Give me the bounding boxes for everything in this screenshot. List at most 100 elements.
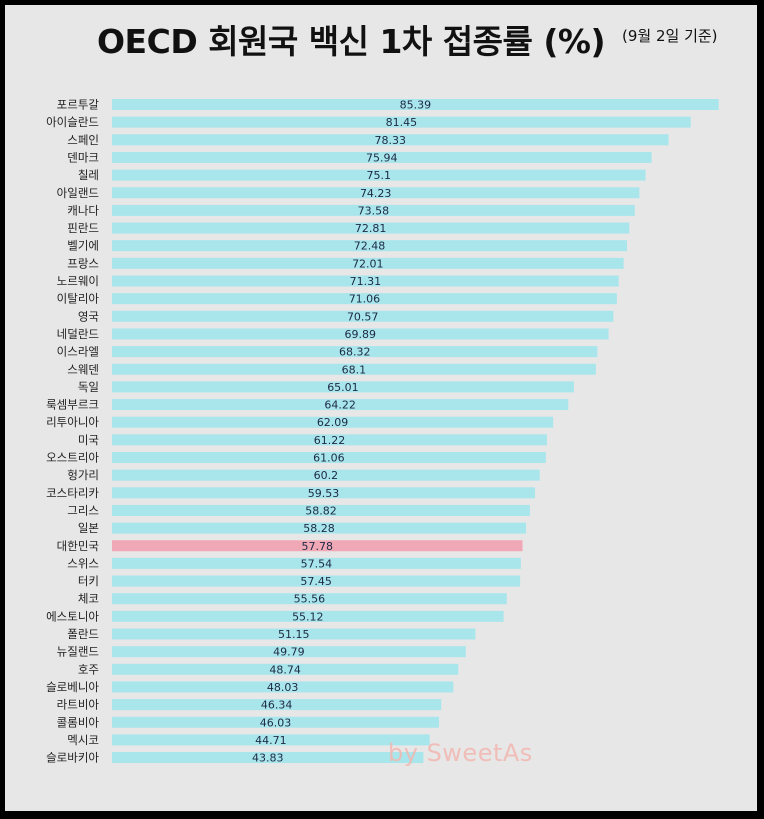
value-label: 44.71 bbox=[255, 734, 287, 747]
bar bbox=[112, 434, 547, 446]
watermark-text: by SweetAs bbox=[388, 739, 533, 767]
category-label: 그리스 bbox=[67, 503, 99, 517]
bar bbox=[112, 204, 635, 216]
value-label: 55.12 bbox=[292, 610, 324, 623]
value-label: 81.45 bbox=[386, 116, 418, 129]
bar bbox=[112, 646, 466, 658]
value-label: 49.79 bbox=[273, 646, 305, 659]
value-label: 75.94 bbox=[366, 151, 398, 164]
category-label: 스페인 bbox=[67, 133, 99, 147]
value-label: 58.82 bbox=[305, 504, 337, 517]
bar bbox=[112, 381, 574, 393]
bar bbox=[112, 293, 617, 305]
category-label: 대한민국 bbox=[57, 539, 99, 553]
category-label: 프랑스 bbox=[67, 256, 99, 270]
value-label: 57.78 bbox=[302, 540, 334, 553]
bar bbox=[112, 187, 640, 199]
value-label: 48.74 bbox=[269, 663, 301, 676]
bar bbox=[112, 663, 459, 675]
bar bbox=[112, 134, 669, 146]
bar bbox=[112, 399, 569, 411]
value-label: 65.01 bbox=[327, 381, 359, 394]
category-label: 캐나다 bbox=[67, 203, 99, 217]
bar bbox=[112, 699, 442, 711]
value-label: 73.58 bbox=[358, 204, 390, 217]
bar bbox=[112, 575, 521, 587]
value-label: 59.53 bbox=[308, 487, 340, 500]
category-label: 포르투갈 bbox=[57, 98, 100, 112]
category-label: 미국 bbox=[78, 433, 99, 447]
value-label: 75.1 bbox=[367, 169, 392, 182]
bar bbox=[112, 257, 624, 269]
value-label: 43.83 bbox=[252, 752, 284, 765]
category-label: 리투아니아 bbox=[46, 415, 99, 429]
value-label: 69.89 bbox=[345, 328, 377, 341]
category-label: 핀란드 bbox=[67, 221, 99, 235]
bar bbox=[112, 275, 619, 287]
value-label: 85.39 bbox=[400, 99, 432, 112]
value-label: 60.2 bbox=[314, 469, 339, 482]
chart-panel: OECD 회원국 백신 1차 접종률 (%) (9월 2일 기준) 포르투갈 85… bbox=[5, 5, 757, 811]
bar bbox=[112, 487, 535, 499]
category-label: 체코 bbox=[78, 592, 99, 606]
category-label: 이탈리아 bbox=[57, 292, 100, 306]
title-area: OECD 회원국 백신 1차 접종률 (%) (9월 2일 기준) bbox=[5, 11, 757, 61]
category-label: 스웨덴 bbox=[67, 362, 99, 376]
category-label: 스위스 bbox=[67, 556, 99, 570]
value-label: 48.03 bbox=[267, 681, 299, 694]
value-label: 72.01 bbox=[352, 257, 384, 270]
bar bbox=[112, 169, 646, 181]
bar bbox=[112, 522, 527, 534]
value-label: 46.03 bbox=[260, 716, 292, 729]
bar bbox=[112, 557, 521, 569]
bar bbox=[112, 416, 554, 428]
value-label: 71.06 bbox=[349, 293, 381, 306]
bar bbox=[112, 310, 614, 322]
category-label: 콜롬비아 bbox=[57, 715, 100, 729]
bar bbox=[112, 628, 476, 640]
value-label: 70.57 bbox=[347, 310, 379, 323]
category-label: 멕시코 bbox=[67, 733, 99, 747]
bar bbox=[112, 99, 719, 110]
bar bbox=[112, 240, 627, 252]
bar bbox=[112, 222, 630, 234]
category-label: 슬로베니아 bbox=[46, 680, 99, 694]
category-label: 호주 bbox=[78, 662, 99, 676]
bar bbox=[112, 593, 507, 605]
category-label: 일본 bbox=[78, 521, 99, 535]
bar bbox=[112, 716, 440, 728]
bar bbox=[112, 610, 504, 622]
category-label: 슬로바키아 bbox=[46, 751, 99, 765]
category-label: 코스타리카 bbox=[46, 486, 99, 500]
category-label: 폴란드 bbox=[67, 627, 99, 641]
value-label: 72.48 bbox=[354, 240, 386, 253]
category-label: 덴마크 bbox=[67, 150, 99, 164]
category-label: 아일랜드 bbox=[57, 186, 99, 200]
bar bbox=[112, 328, 609, 340]
value-label: 58.28 bbox=[303, 522, 335, 535]
bar bbox=[112, 116, 691, 128]
category-label: 라트비아 bbox=[57, 698, 100, 712]
bar bbox=[112, 469, 540, 481]
bar bbox=[112, 151, 652, 163]
value-label: 61.06 bbox=[313, 452, 345, 465]
value-label: 61.22 bbox=[314, 434, 346, 447]
category-label: 룩셈부르크 bbox=[46, 398, 99, 412]
value-label: 68.32 bbox=[339, 346, 371, 359]
category-label: 독일 bbox=[78, 380, 99, 394]
bar bbox=[112, 363, 596, 375]
category-label: 오스트리아 bbox=[46, 451, 99, 465]
bar bbox=[112, 734, 430, 746]
value-label: 68.1 bbox=[342, 363, 367, 376]
bar-highlight bbox=[112, 540, 523, 552]
category-label: 아이슬란드 bbox=[46, 115, 99, 129]
chart-subtitle: (9월 2일 기준) bbox=[622, 27, 718, 45]
bar bbox=[112, 346, 598, 358]
value-label: 74.23 bbox=[360, 187, 392, 200]
category-label: 벨기에 bbox=[67, 239, 99, 253]
bar bbox=[112, 752, 424, 764]
category-label: 노르웨이 bbox=[57, 274, 99, 288]
value-label: 78.33 bbox=[375, 134, 407, 147]
category-label: 에스토니아 bbox=[46, 609, 99, 623]
